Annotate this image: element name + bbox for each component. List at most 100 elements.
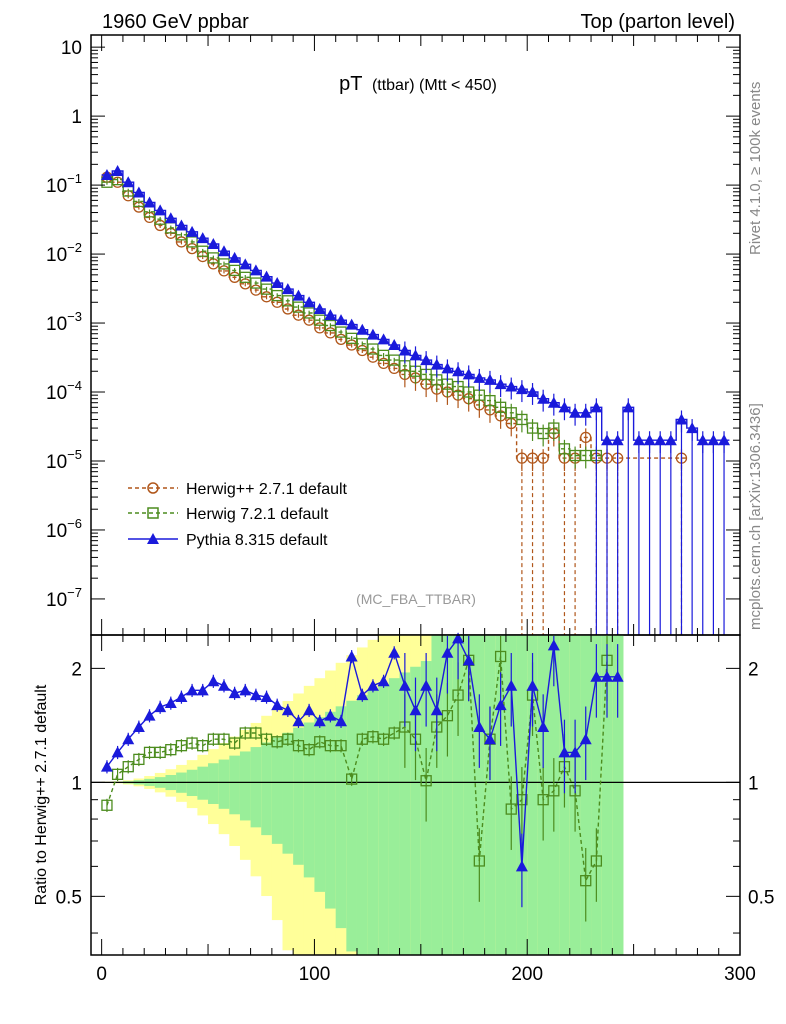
data-point-square: [228, 264, 241, 277]
ratio-point-triangle: [388, 646, 401, 658]
ratio-point-triangle: [228, 687, 241, 699]
ratio-y-tick-label: 1: [71, 773, 82, 794]
ratio-point-triangle: [441, 646, 454, 658]
data-point-triangle: [526, 386, 539, 398]
legend-label-pythia: Pythia 8.315 default: [186, 532, 328, 549]
ratio-point-triangle: [601, 670, 614, 682]
data-point-triangle: [622, 401, 635, 413]
ratio-point-square: [388, 727, 400, 739]
data-point-square: [558, 443, 571, 455]
series-line: [101, 170, 730, 441]
ratio-point-triangle: [558, 746, 571, 758]
data-point-triangle: [420, 354, 433, 366]
data-point-triangle: [239, 258, 252, 270]
ratio-series: [100, 632, 624, 922]
data-point-triangle: [186, 225, 199, 237]
y-tick-label: 10−1: [46, 171, 82, 197]
data-point-triangle: [292, 289, 305, 301]
ratio-point-square: [197, 740, 209, 752]
uncertainty-band-green: [367, 689, 379, 955]
data-point-triangle: [664, 434, 677, 446]
data-point-triangle: [707, 434, 720, 446]
ratio-y-tick-label: 2: [71, 659, 82, 680]
data-point-square: [282, 295, 294, 307]
legend-label-herwigpp: Herwig++ 2.7.1 default: [186, 481, 348, 498]
data-point-triangle: [569, 406, 582, 418]
ratio-point-triangle: [569, 746, 582, 758]
ratio-point-square: [122, 761, 134, 773]
y-tick-label: 10−4: [46, 378, 82, 404]
uncertainty-band-green: [271, 737, 284, 844]
x-tick-label: 200: [511, 964, 543, 985]
uncertainty-band-green: [601, 635, 613, 955]
ratio-point-square: [377, 733, 390, 745]
legend-entry-pythia: Pythia 8.315 default: [128, 532, 328, 549]
uncertainty-band-green: [591, 635, 603, 955]
ratio-point-square: [282, 733, 294, 745]
x-tick-labels: 0 100 200 300: [96, 964, 756, 985]
analysis-tag: (MC_FBA_TTBAR): [356, 591, 476, 607]
data-point-square: [303, 307, 315, 319]
ratio-point-triangle: [175, 691, 188, 703]
data-point-triangle: [537, 392, 550, 404]
legend-entry-herwig7: Herwig 7.2.1 default: [128, 506, 329, 523]
ratio-point-square: [516, 794, 528, 806]
x-tick-label: 0: [96, 964, 107, 985]
data-point-triangle: [132, 186, 145, 198]
data-point-square: [367, 343, 379, 355]
uncertainty-band-green: [484, 635, 496, 955]
data-point-triangle: [579, 406, 592, 418]
ratio-point-triangle: [462, 654, 475, 666]
data-point-triangle: [281, 283, 294, 295]
ratio-point-triangle: [207, 675, 220, 687]
data-point-triangle: [335, 314, 348, 326]
data-point-triangle: [313, 302, 326, 314]
ratio-point-triangle: [409, 704, 422, 716]
ratio-point-triangle: [579, 733, 592, 745]
ratio-point-triangle: [303, 704, 316, 716]
data-point-triangle: [547, 396, 560, 408]
plot-title-main: pT: [339, 73, 362, 95]
uncertainty-band-green: [612, 635, 624, 955]
ratio-point-triangle: [590, 670, 603, 682]
ratio-point-square: [303, 744, 315, 756]
y-tick-label: 10−2: [46, 240, 82, 266]
top-y-tick-labels: 10 1 10−1 10−2 10−3 10−4 10−5 10−6 10−7: [46, 38, 82, 611]
top-panel: 10 1 10−1 10−2 10−3 10−4 10−5 10−6 10−7 pT (ttba…: [46, 34, 741, 636]
ratio-y-axis-label: Ratio to Herwig++ 2.7.1 default: [33, 684, 50, 905]
uncertainty-band-green: [303, 722, 315, 878]
header-left: 1960 GeV ppbar: [102, 11, 249, 33]
data-point-square: [239, 271, 251, 283]
ratio-point-triangle: [473, 721, 486, 733]
ratio-point-square: [494, 650, 507, 663]
data-point-triangle: [441, 362, 454, 374]
data-point-triangle: [473, 371, 486, 383]
ratio-point-square: [250, 727, 262, 739]
ratio-point-triangle: [398, 679, 411, 691]
legend-marker-square-icon: [147, 507, 159, 519]
ratio-point-triangle: [611, 670, 624, 682]
ratio-point-square: [111, 768, 124, 780]
uncertainty-band-green: [431, 635, 443, 955]
ratio-point-square: [452, 689, 464, 701]
ratio-y-tick-label-right: 1: [748, 773, 759, 794]
data-point-triangle: [558, 401, 571, 413]
uncertainty-band-green: [293, 727, 305, 865]
data-point-triangle: [462, 368, 475, 380]
ratio-panel: 2 2 1 1 0.5 0.5: [56, 632, 774, 956]
data-point-triangle: [345, 318, 358, 330]
uncertainty-band-green: [378, 683, 390, 955]
uncertainty-band-green: [335, 706, 347, 929]
ratio-point-square: [133, 753, 145, 766]
series-line: [101, 176, 687, 459]
ratio-point-square: [537, 794, 549, 806]
header-right: Top (parton level): [580, 11, 735, 33]
ratio-point-triangle: [420, 679, 433, 691]
ratio-y-tick-label-right: 0.5: [748, 887, 774, 908]
ratio-point-triangle: [271, 699, 284, 711]
ratio-point-square: [441, 710, 454, 722]
data-point-triangle: [505, 380, 518, 392]
data-point-square: [218, 258, 230, 270]
uncertainty-band-green: [463, 635, 475, 955]
